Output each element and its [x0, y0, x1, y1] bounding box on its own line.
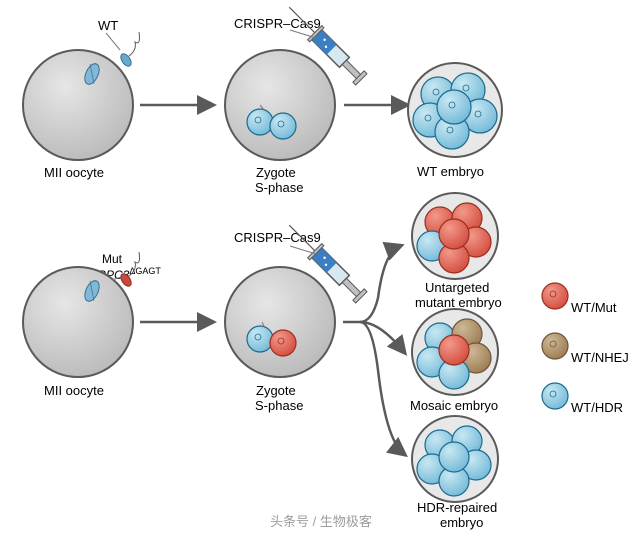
wt-embryo: [408, 63, 502, 157]
zygote-bottom: [225, 267, 335, 377]
legend: [542, 283, 568, 409]
mut-sperm: [119, 252, 140, 288]
mii-oocyte-bottom: [23, 252, 140, 377]
zygote-top: [225, 50, 335, 160]
branch-arrows: [343, 246, 404, 454]
mosaic-embryo: [412, 309, 498, 395]
mii-oocyte-top: [23, 32, 140, 160]
diagram-svg: [0, 0, 640, 536]
untargeted-embryo: [412, 193, 498, 279]
hdr-embryo: [412, 416, 498, 502]
wt-sperm: [119, 32, 140, 68]
